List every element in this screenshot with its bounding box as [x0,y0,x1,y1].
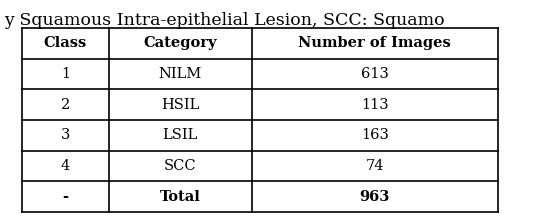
Text: SCC: SCC [164,159,196,173]
Text: Class: Class [44,36,87,50]
Text: y Squamous Intra-epithelial Lesion, SCC: Squamo: y Squamous Intra-epithelial Lesion, SCC:… [4,12,444,29]
Text: 2: 2 [61,98,70,112]
Text: -: - [63,190,69,204]
Text: Number of Images: Number of Images [299,36,451,50]
Text: LSIL: LSIL [163,128,198,142]
Text: 74: 74 [366,159,384,173]
Text: HSIL: HSIL [161,98,200,112]
Text: 163: 163 [361,128,389,142]
Text: 613: 613 [361,67,389,81]
Text: NILM: NILM [158,67,202,81]
Text: 963: 963 [360,190,390,204]
Text: Total: Total [160,190,201,204]
Text: 1: 1 [61,67,70,81]
Text: 3: 3 [61,128,70,142]
Text: 4: 4 [61,159,70,173]
Text: Category: Category [144,36,217,50]
Text: 113: 113 [361,98,388,112]
